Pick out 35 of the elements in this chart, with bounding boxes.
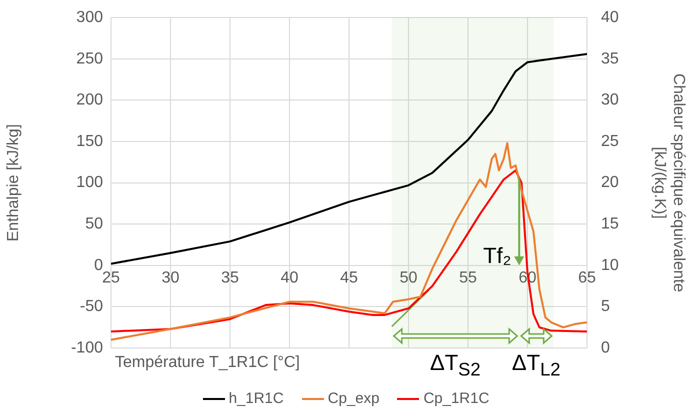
y-tick-label: 150 <box>76 132 104 150</box>
y2-tick-label: 20 <box>601 174 619 192</box>
y-tick-label: 100 <box>76 174 104 192</box>
y-tick-label: 200 <box>76 92 104 109</box>
y-tick-label: 0 <box>94 256 104 274</box>
y2-tick-label: 25 <box>601 132 619 150</box>
y2-tick-label: 0 <box>601 339 610 356</box>
y-tick-label: 50 <box>85 216 104 233</box>
legend-label: Cp_1R1C <box>423 390 490 407</box>
x-tick-label: 25 <box>102 269 120 286</box>
y-tick-label: -100 <box>70 339 104 356</box>
y2-tick-label: 40 <box>601 9 619 26</box>
x-tick-label: 35 <box>221 269 239 286</box>
y2-tick-label: 30 <box>601 92 619 109</box>
band-label: ΔT$_{S2}$ <box>430 350 481 380</box>
x-tick-label: 40 <box>280 269 298 286</box>
legend-label: Cp_exp <box>328 390 380 407</box>
x-tick-label: 45 <box>340 269 358 286</box>
y2-tick-label: 5 <box>601 298 610 316</box>
ref-line-label: Tf₂ <box>483 243 512 270</box>
x-axis-title: Température T_1R1C [°C] <box>115 354 300 372</box>
y2-tick-label: 10 <box>601 256 619 274</box>
legend-label: h_1R1C <box>228 390 284 407</box>
y2-axis-title: Chaleur spécifique équivalente [kJ/(kg.K)] <box>650 73 687 292</box>
y-tick-label: 250 <box>76 50 104 68</box>
y-tick-label: 300 <box>76 9 104 26</box>
band-label: ΔT$_{L2}$ <box>512 350 560 380</box>
y2-tick-label: 35 <box>601 50 619 68</box>
x-tick-label: 30 <box>162 269 180 286</box>
y-tick-label: -50 <box>80 298 104 316</box>
y2-tick-label: 15 <box>601 216 619 233</box>
x-tick-label: 65 <box>578 269 596 286</box>
y-axis-title: Enthalpie [kJ/kg] <box>5 124 22 242</box>
x-tick-label: 50 <box>400 269 418 286</box>
x-tick-label: 55 <box>459 269 477 286</box>
